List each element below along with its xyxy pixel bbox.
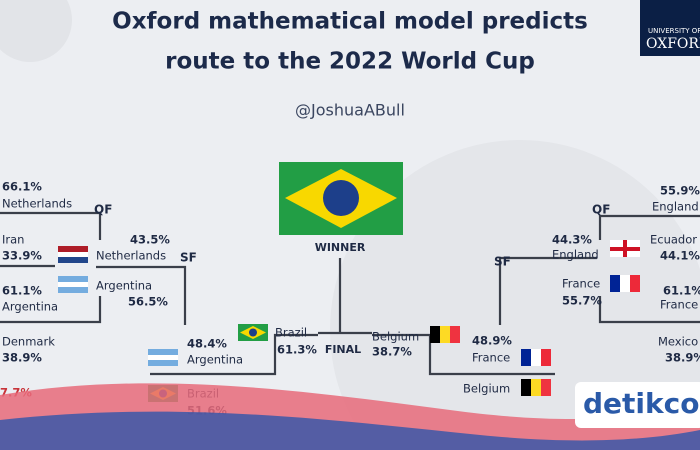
winner-label: WINNER [315,241,366,254]
pct: 38.7% [372,345,412,359]
team: Iran [2,233,24,247]
pct: 48.9% [472,334,512,348]
team: Denmark [2,335,55,349]
team: Belgium [372,330,419,344]
title: Oxford mathematical model predicts [112,9,588,35]
team: France [472,351,510,365]
team: England [652,200,699,214]
title: route to the 2022 World Cup [165,49,535,75]
team: Mexico [658,335,698,349]
pct: 44.3% [552,233,592,247]
round-label: SF [494,255,511,269]
pct: 33.9% [2,249,42,263]
final-label: FINAL [325,343,361,356]
team: France [562,277,600,291]
logo-text: UNIVERSITY OF [648,27,700,35]
pct: 55.9% [660,184,700,198]
pct: 56.5% [128,295,168,309]
round-label: QF [94,203,112,217]
pct: 61.1% [2,284,42,298]
team: Argentina [96,279,152,293]
pct: 66.1% [2,180,42,194]
pct: 55.7% [562,294,602,308]
team: Netherlands [96,249,166,263]
team: Ecuador [650,233,697,247]
bottom-wave [0,411,700,450]
bracket-lines [0,211,700,376]
team: Netherlands [2,197,72,211]
handle: @JoshuaABull [295,101,405,120]
pct: 44.1% [660,249,700,263]
team: Argentina [2,300,58,314]
logo-box [640,0,700,56]
team: Brazil [275,326,307,340]
team: England [552,248,599,262]
pct: 48.4% [187,337,227,351]
logo-text: OXFORD [646,36,700,52]
flag-brazil-large [279,162,403,235]
team: Belgium [463,382,510,396]
round-label: SF [180,251,197,265]
pct: 43.5% [130,233,170,247]
team: France [660,298,698,312]
ball-decoration [0,0,72,62]
round-label: QF [592,203,610,217]
pct: 38.9% [2,351,42,365]
watermark: detikcom [583,387,700,420]
watermark-box [575,382,700,428]
team: Argentina [187,353,243,367]
ball-decoration [330,140,700,450]
pct: 61.1% [663,284,700,298]
pct: 38.9% [665,351,700,365]
pct: 61.3% [277,343,317,357]
